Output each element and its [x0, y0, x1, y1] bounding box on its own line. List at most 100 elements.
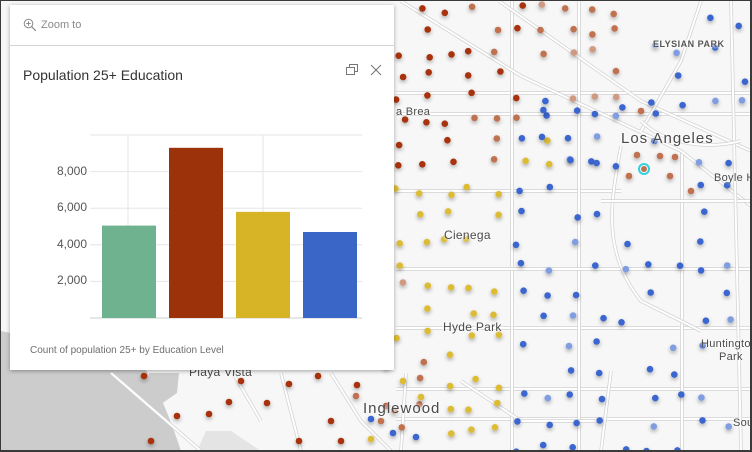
map-dot[interactable]: [723, 289, 731, 297]
map-dot[interactable]: [569, 444, 576, 450]
map-dot[interactable]: [399, 279, 407, 286]
selected-feature-highlight[interactable]: [638, 163, 650, 175]
map-dot[interactable]: [424, 305, 431, 312]
map-dot[interactable]: [424, 327, 431, 335]
map-dot[interactable]: [545, 160, 553, 168]
map-dot[interactable]: [651, 137, 658, 145]
map-dot[interactable]: [493, 135, 501, 142]
map-dot[interactable]: [598, 395, 606, 403]
map-dot[interactable]: [471, 114, 478, 122]
map-dot[interactable]: [564, 134, 572, 142]
bar-2[interactable]: [169, 147, 223, 318]
map-dot[interactable]: [417, 393, 425, 401]
map-dot[interactable]: [593, 133, 601, 140]
map-dot[interactable]: [263, 399, 271, 407]
map-dot[interactable]: [648, 99, 655, 106]
map-dot[interactable]: [611, 25, 618, 32]
map-dot[interactable]: [412, 433, 420, 441]
map-dot[interactable]: [448, 430, 455, 437]
map-dot[interactable]: [622, 265, 630, 273]
map-dot[interactable]: [147, 437, 155, 445]
map-dot[interactable]: [493, 115, 501, 122]
map-dot[interactable]: [650, 423, 658, 430]
map-dot[interactable]: [538, 1, 546, 8]
map-dot[interactable]: [424, 282, 432, 290]
map-dot[interactable]: [520, 287, 527, 295]
map-dot[interactable]: [567, 156, 574, 164]
map-dot[interactable]: [497, 68, 504, 75]
map-dot[interactable]: [401, 116, 409, 123]
bar-1[interactable]: [102, 225, 156, 318]
map-dot[interactable]: [707, 14, 714, 22]
map-dot[interactable]: [353, 381, 361, 389]
map-dot[interactable]: [674, 447, 681, 450]
map-dot[interactable]: [723, 181, 731, 189]
map-dot[interactable]: [637, 107, 645, 115]
map-dot[interactable]: [619, 104, 626, 111]
map-dot[interactable]: [678, 391, 685, 398]
map-dot[interactable]: [537, 26, 544, 34]
map-dot[interactable]: [542, 97, 549, 105]
map-dot[interactable]: [382, 402, 390, 410]
map-dot[interactable]: [444, 136, 451, 144]
map-dot[interactable]: [490, 311, 497, 319]
map-dot[interactable]: [612, 163, 620, 170]
map-dot[interactable]: [711, 44, 719, 51]
map-dot[interactable]: [544, 394, 552, 402]
map-dot[interactable]: [573, 107, 581, 114]
map-dot[interactable]: [519, 340, 527, 348]
map-dot[interactable]: [423, 238, 431, 246]
map-dot[interactable]: [540, 106, 547, 114]
map-dot[interactable]: [491, 288, 498, 295]
map-dot[interactable]: [544, 137, 551, 144]
map-dot[interactable]: [593, 210, 601, 218]
map-dot[interactable]: [633, 151, 641, 159]
map-dot[interactable]: [390, 407, 398, 414]
map-dot[interactable]: [569, 312, 577, 319]
map-dot[interactable]: [674, 72, 682, 79]
map-dot[interactable]: [367, 435, 375, 443]
map-dot[interactable]: [398, 424, 406, 431]
dock-icon[interactable]: [344, 62, 360, 78]
map-dot[interactable]: [622, 446, 630, 450]
map-dot[interactable]: [424, 26, 432, 33]
map-dot[interactable]: [327, 417, 335, 425]
map-dot[interactable]: [573, 419, 580, 427]
map-dot[interactable]: [495, 331, 503, 339]
map-dot[interactable]: [572, 291, 580, 299]
map-dot[interactable]: [701, 208, 708, 215]
map-dot[interactable]: [416, 374, 424, 382]
map-dot[interactable]: [610, 10, 617, 18]
map-dot[interactable]: [514, 24, 521, 32]
map-dot[interactable]: [513, 114, 520, 121]
bar-4[interactable]: [303, 231, 357, 318]
map-dot[interactable]: [377, 417, 385, 425]
map-dot[interactable]: [446, 382, 454, 390]
map-dot[interactable]: [395, 52, 403, 59]
map-dot[interactable]: [588, 158, 595, 165]
map-dot[interactable]: [727, 316, 734, 323]
map-dot[interactable]: [521, 390, 528, 397]
map-dot[interactable]: [518, 135, 526, 142]
map-dot[interactable]: [519, 2, 526, 9]
map-dot[interactable]: [495, 211, 502, 219]
map-dot[interactable]: [419, 161, 426, 168]
map-dot[interactable]: [468, 426, 475, 434]
map-dot[interactable]: [591, 110, 599, 118]
map-dot[interactable]: [574, 214, 581, 221]
map-dot[interactable]: [522, 157, 529, 165]
map-dot[interactable]: [518, 207, 525, 215]
map-dot[interactable]: [513, 448, 520, 450]
map-dot[interactable]: [395, 162, 402, 169]
map-dot[interactable]: [671, 153, 679, 161]
map-dot[interactable]: [490, 48, 498, 56]
map-dot[interactable]: [697, 238, 704, 245]
map-dot[interactable]: [595, 369, 603, 377]
map-dot[interactable]: [600, 314, 607, 322]
map-dot[interactable]: [494, 26, 502, 34]
map-dot[interactable]: [424, 92, 431, 99]
map-dot[interactable]: [546, 421, 553, 429]
map-dot[interactable]: [464, 47, 472, 55]
map-dot[interactable]: [561, 5, 569, 12]
